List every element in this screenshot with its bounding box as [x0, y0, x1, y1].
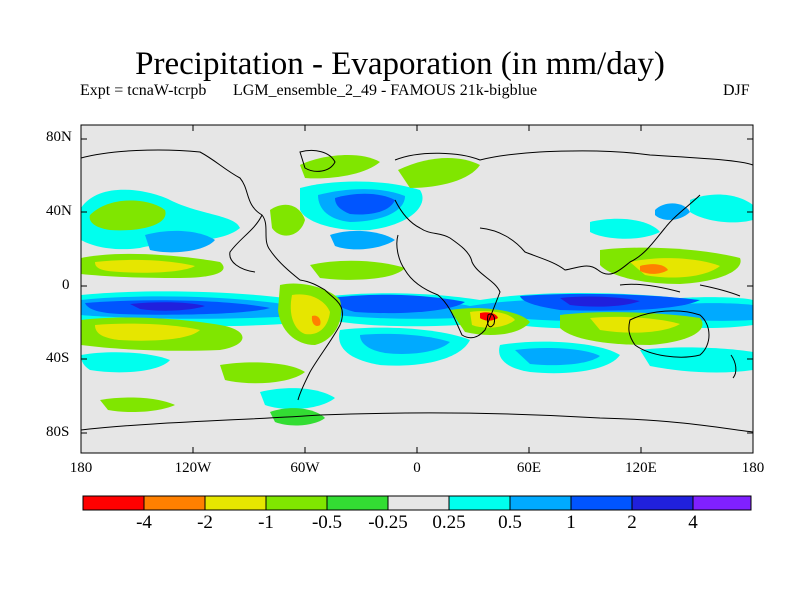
x-tick-120e: 120E — [625, 460, 657, 476]
colorbar-label: 2 — [627, 512, 637, 533]
colorbar-label: -2 — [197, 512, 213, 533]
field-tropic-north-yellow — [95, 259, 195, 273]
colorbar-box-11 — [692, 495, 752, 511]
field-europe-green — [398, 158, 480, 188]
experiment-label: Expt = tcnaW-tcrpb — [80, 82, 207, 99]
field-drake-cyan — [260, 388, 335, 410]
field-west-pacific-orange — [640, 264, 668, 274]
colorbar-box-8 — [509, 495, 572, 511]
colorbar-box-6 — [387, 495, 450, 511]
field-atlantic-deep — [335, 193, 395, 215]
y-tick-40n: 40N — [46, 203, 72, 219]
madagascar-coast — [487, 313, 495, 328]
field-japan-blue — [655, 203, 690, 220]
map-field — [81, 125, 753, 453]
africa-coast — [394, 199, 501, 339]
x-tick-0: 0 — [413, 460, 421, 476]
americas-coast — [81, 149, 343, 401]
colorbar-label: -4 — [136, 512, 152, 533]
coastlines — [81, 149, 753, 433]
field-nw-pacific-cyan — [690, 194, 753, 223]
field-subtropic-atl-blue — [330, 230, 395, 250]
x-tick-180w: 180 — [69, 460, 93, 476]
colorbar-box-4 — [265, 495, 328, 511]
eurasia-north-coast — [394, 150, 753, 166]
field-north-atlantic-green — [300, 154, 380, 179]
field-atl-itcz-green — [310, 260, 405, 280]
field-s-pacific-green — [220, 362, 305, 384]
field-pacific-core — [130, 302, 205, 311]
y-tick-80s: 80S — [46, 424, 70, 440]
ensemble-label: LGM_ensemble_2_49 - FAMOUS 21k-bigblue — [233, 82, 538, 99]
colorbar-box-3 — [204, 495, 267, 511]
field-north-pacific-blue — [145, 230, 215, 253]
field-north-pacific-green — [89, 200, 166, 231]
field-atlantic-deep-band — [330, 294, 465, 314]
colorbar-label: 4 — [688, 512, 698, 533]
season-label: DJF — [723, 82, 750, 99]
colorbar-label: 1 — [566, 512, 576, 533]
indonesia-coast — [619, 283, 741, 297]
new-zealand-coast — [730, 354, 737, 379]
colorbar-label: -0.25 — [368, 512, 408, 533]
x-tick-180e: 180 — [741, 460, 765, 476]
y-tick-40s: 40S — [46, 350, 70, 366]
colorbar-label: -0.5 — [311, 512, 343, 533]
x-tick-120w: 120W — [174, 460, 212, 476]
colorbar-box-9 — [570, 495, 633, 511]
colorbar-box-1 — [82, 495, 145, 511]
x-tick-60w: 60W — [290, 460, 320, 476]
field-us-east-green — [270, 204, 305, 236]
field-south-america-orange — [311, 315, 321, 326]
field-south-pacific-yellow — [95, 323, 200, 341]
field-indian-core — [560, 296, 640, 307]
plot-title: Precipitation - Evaporation (in mm/day) — [135, 46, 665, 82]
field-south-atlantic-blue — [360, 333, 450, 354]
field-madagascar-red — [480, 312, 498, 321]
colorbar-box-7 — [448, 495, 511, 511]
colorbar-box-10 — [631, 495, 694, 511]
colorbar-label: 0.5 — [498, 512, 522, 533]
australia-coast — [628, 310, 710, 358]
y-tick-0: 0 — [62, 277, 70, 293]
field-se-pacific-cyan — [81, 352, 170, 373]
x-tick-60e: 60E — [516, 460, 542, 476]
central-america-coast — [229, 214, 263, 273]
antarctica-coast — [81, 412, 753, 433]
asia-south-coast — [479, 194, 701, 275]
colorbar-label: 0.25 — [432, 512, 466, 533]
colorbar-box-2 — [143, 495, 206, 511]
field-china-cyan — [590, 218, 660, 239]
field-south-indian-yellow — [590, 316, 680, 333]
greenland-coast — [299, 149, 336, 172]
colorbar-box-5 — [326, 495, 389, 511]
colorbar — [82, 495, 752, 511]
field-tasman-cyan — [640, 347, 753, 373]
field-ross-green — [100, 397, 175, 413]
field-south-indian-blue — [515, 348, 600, 366]
colorbar-label: -1 — [258, 512, 274, 533]
y-tick-80n: 80N — [46, 129, 72, 145]
axis-ticks — [81, 125, 753, 453]
